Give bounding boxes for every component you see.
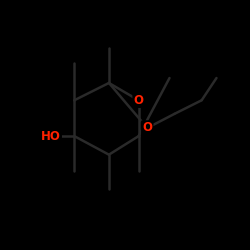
- Text: O: O: [142, 122, 152, 134]
- Text: O: O: [134, 94, 143, 107]
- Text: HO: HO: [41, 130, 61, 142]
